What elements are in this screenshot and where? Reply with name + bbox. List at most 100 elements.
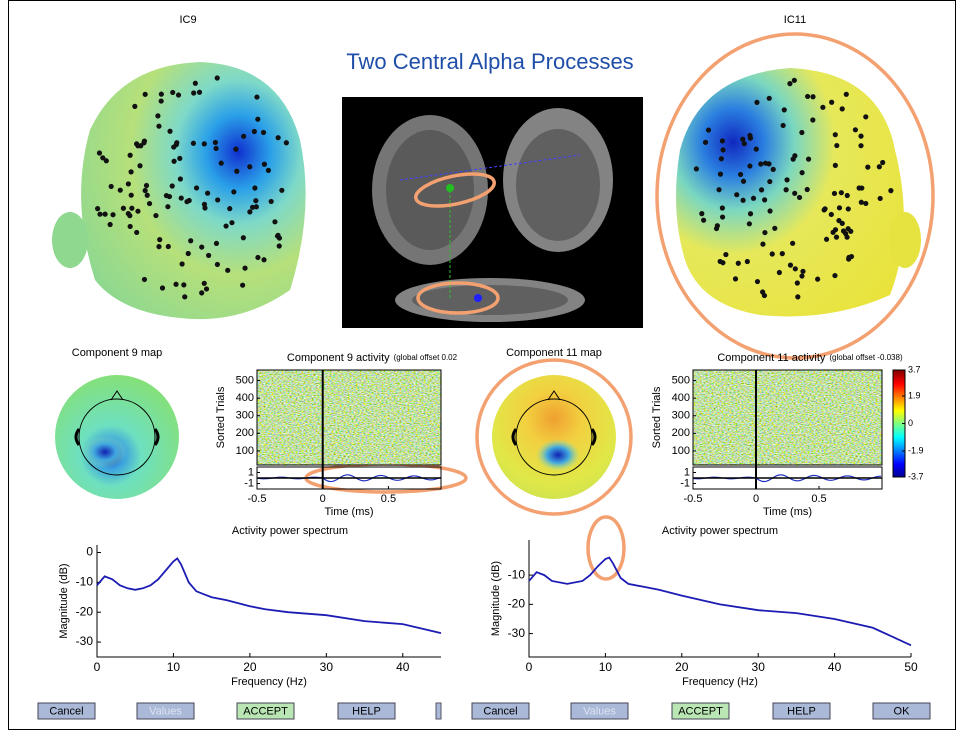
electrode [772, 225, 778, 231]
electrode [157, 237, 163, 243]
electrode [253, 204, 259, 210]
erp-image [693, 370, 882, 465]
button[interactable] [671, 702, 730, 720]
electrode [822, 206, 828, 212]
electrode [103, 158, 109, 164]
button[interactable] [772, 702, 831, 720]
y-axis-label: Magnitude (dB) [58, 563, 70, 638]
electrode [799, 129, 805, 136]
electrode [740, 136, 746, 142]
electrode [737, 171, 744, 178]
electrode [212, 139, 219, 146]
electrode [831, 190, 838, 197]
charts: Component 9 map Component 9 activity (glob… [55, 347, 924, 688]
electrode [231, 189, 237, 195]
erp-title-offset: (global offset -0.038) [829, 353, 903, 362]
electrode [832, 162, 838, 168]
x-tick-label: 10 [167, 660, 181, 674]
electrode [845, 206, 851, 212]
button [570, 702, 629, 720]
nose [547, 390, 561, 401]
electrode [108, 183, 114, 190]
button-label[interactable]: HELP [787, 705, 816, 717]
electrode [839, 106, 845, 112]
button[interactable] [37, 702, 96, 720]
x-tick-label: 20 [675, 660, 689, 674]
button-label: Values [583, 705, 616, 717]
electrode [705, 127, 712, 133]
electrode [188, 238, 194, 244]
button-label[interactable]: OK [894, 705, 911, 717]
electrode [279, 187, 285, 193]
spectrum-line [96, 557, 442, 634]
electrode [843, 230, 849, 237]
electrode [249, 204, 256, 210]
y-tick-label: 300 [672, 410, 690, 422]
electrode [254, 94, 260, 100]
electrode [142, 187, 148, 194]
electrode [791, 77, 797, 83]
button-label[interactable]: Cancel [49, 705, 83, 717]
colorbar-tick-label: 3.7 [908, 364, 921, 374]
button[interactable] [337, 702, 396, 720]
electrode [120, 205, 127, 211]
button[interactable] [236, 702, 295, 720]
electrode [255, 116, 261, 122]
electrode [784, 177, 790, 183]
electrode [179, 261, 185, 267]
electrode [767, 208, 773, 214]
electrode [810, 94, 816, 100]
electrode [233, 146, 239, 152]
electrode [175, 92, 182, 98]
right-ic-label: IC11 [784, 14, 806, 26]
electrode [762, 160, 769, 166]
electrode [252, 185, 258, 191]
electrode [863, 114, 869, 120]
electrode [214, 75, 220, 81]
electrode [770, 166, 776, 172]
electrode [766, 95, 772, 101]
electrode [832, 272, 838, 279]
spectrum-title: Activity power spectrum [662, 525, 778, 537]
electrode [780, 122, 786, 129]
electrode [699, 211, 705, 217]
head-outline [515, 398, 593, 476]
electrode [787, 81, 793, 87]
electrode [265, 167, 272, 173]
electrode [182, 294, 188, 300]
button-label[interactable]: ACCEPT [243, 705, 288, 717]
electrode [839, 220, 845, 227]
y-tick-label: -20 [76, 604, 94, 618]
x-tick-label: 40 [828, 660, 842, 674]
button[interactable] [471, 702, 530, 720]
y-tick-label: -30 [76, 634, 94, 648]
x-tick-label: 0 [526, 660, 533, 674]
electrode [135, 208, 141, 214]
electrode [833, 234, 840, 240]
electrode [744, 258, 750, 265]
electrode [261, 257, 267, 263]
electrode [720, 260, 726, 266]
electrode [242, 265, 248, 271]
electrode [205, 190, 211, 196]
electrode [276, 243, 282, 249]
trace-tick-label: 1 [248, 466, 254, 478]
electrode [137, 163, 143, 169]
button-label[interactable]: Cancel [483, 705, 517, 717]
button[interactable] [872, 702, 931, 720]
button-label[interactable]: HELP [352, 705, 381, 717]
electrode [799, 273, 805, 279]
button-label[interactable]: ACCEPT [678, 705, 723, 717]
electrode [741, 141, 747, 147]
electrode [805, 93, 811, 100]
electrode [144, 192, 150, 198]
y-tick-label: 300 [236, 410, 254, 422]
electrode [170, 89, 176, 96]
electrode [792, 266, 798, 272]
electrode [185, 250, 191, 257]
electrode [858, 133, 864, 139]
electrode [740, 197, 746, 203]
electrode [843, 91, 849, 97]
electrode [174, 140, 180, 146]
y-tick-label: 500 [236, 374, 254, 386]
